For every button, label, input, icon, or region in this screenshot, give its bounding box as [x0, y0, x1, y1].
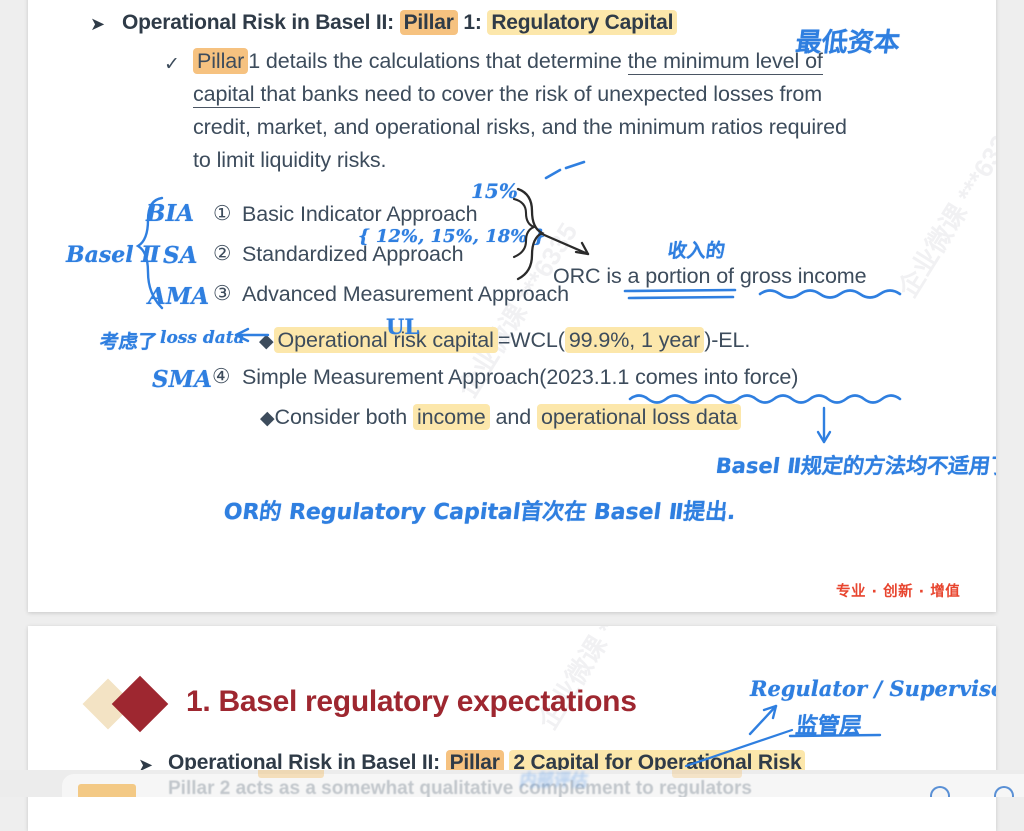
strip-ghost-chip-2	[672, 770, 742, 778]
heading-mid: 1:	[463, 11, 482, 34]
ink-down-arrow	[816, 406, 832, 444]
strip-card-background	[62, 774, 1024, 797]
orc-note: ORC is a portion of gross income	[553, 264, 867, 289]
handwriting-pct-15: 15%	[471, 179, 518, 203]
consider-text-b: and	[489, 405, 537, 429]
watermark-text: 企业微课 ***6335	[668, 0, 805, 4]
slide2-title: 1. Basel regulatory expectations	[186, 685, 637, 718]
consider-bullet: ◆	[260, 408, 275, 429]
handwriting-pct-set: { 12%, 15%, 18% }	[358, 226, 546, 247]
handwriting-basel-two: Basel Ⅱ	[66, 242, 160, 268]
slide-card-two[interactable]: 企业微课 ***6335 1. Basel regulatory expecta…	[28, 626, 996, 831]
strip-faded-handwriting: 内部评估	[518, 771, 589, 791]
heading-highlight-pillar: Pillar	[399, 10, 458, 35]
watermark-text: 企业微课 ***6335	[892, 117, 996, 303]
strip-ghost-chip	[258, 770, 324, 778]
strip-ring-icon-2	[994, 786, 1014, 797]
paragraph-line-4: to limit liquidity risks.	[193, 148, 387, 172]
handwriting-ama: AMA	[148, 283, 210, 310]
orc-portion: portion	[645, 264, 711, 288]
approach-number-2: ②	[213, 242, 232, 265]
paragraph-check-bullet: ✓	[164, 54, 180, 75]
paragraph-text-a: 1 details the calculations that determin…	[248, 49, 628, 73]
title-diamond-dark-icon	[111, 675, 169, 733]
handwriting-min-capital: 最低资本	[793, 28, 902, 58]
handwriting-sma: SMA	[152, 366, 212, 393]
formula-paren-open: (	[557, 328, 565, 352]
sma-label: Simple Measurement Approach(2023.1.1 com…	[242, 365, 799, 389]
handwriting-or-reg-capital: OR的 Regulatory Capital首次在 Basel Ⅱ提出.	[222, 500, 738, 525]
bottom-faded-toolbar: Pillar 2 acts as a somewhat qualitative …	[0, 770, 1024, 797]
handwriting-sa: SA	[163, 242, 198, 269]
ink-double-underline-portion	[623, 288, 737, 300]
paragraph-line-3: credit, market, and operational risks, a…	[193, 115, 847, 139]
handwriting-supervisor-cn: 监管层	[794, 714, 864, 739]
paragraph-underline-1: the minimum level of	[627, 49, 823, 75]
approach-number-1: ①	[213, 202, 232, 225]
slide1-heading-bullet: ➤	[90, 14, 105, 34]
slide-card-one[interactable]: 企业微课 ***6335 企业微课 ***6335 企业微课 ***6335 ➤…	[28, 0, 996, 612]
heading-prefix: Operational Risk in Basel II:	[122, 11, 394, 34]
orc-text-b: of	[710, 264, 740, 288]
ink-dashed-blue-mark	[544, 160, 586, 180]
sma-number: ④	[212, 365, 231, 388]
formula-paren-close: )	[704, 328, 712, 352]
handwriting-ul: UL	[386, 314, 420, 339]
formula-highlight-orc: Operational risk capital	[273, 327, 498, 353]
handwriting-bia: BIA	[146, 200, 195, 227]
paragraph-text-b: that banks need to cover the risk of une…	[260, 82, 823, 106]
ink-arrow-to-orc	[540, 232, 590, 256]
heading-highlight-regcap: Regulatory Capital	[487, 10, 678, 35]
formula-tail: -EL.	[711, 328, 751, 352]
strip-highlight-chip	[78, 784, 136, 797]
watermark-text: 企业微课 ***6335	[532, 626, 664, 735]
approach-label-3: Advanced Measurement Approach	[242, 282, 569, 306]
paragraph-highlight-pillar: Pillar	[193, 48, 249, 74]
paragraph-line-1: Pillar 1 details the calculations that de…	[193, 48, 823, 75]
handwriting-consider-cn: 考虑了	[98, 331, 159, 353]
approach-number-3: ③	[213, 282, 232, 305]
orc-gross-income: gross income	[739, 264, 867, 288]
formula-highlight-conf: 99.9%, 1 year	[564, 327, 705, 353]
orc-text-a: ORC is a	[553, 264, 646, 288]
handwriting-income-cn: 收入的	[666, 240, 727, 262]
paragraph-line-2: capital that banks need to cover the ris…	[193, 82, 823, 108]
consider-text-a: Consider both	[274, 405, 413, 429]
consider-highlight-income: income	[412, 404, 490, 430]
handwriting-regulator: Regulator / Supervisor	[750, 676, 996, 701]
formula-line: ◆ Operational risk capital =WCL(99.9%, 1 y…	[259, 327, 751, 353]
paragraph-underline-2: capital	[193, 82, 261, 108]
handwriting-loss-data-en: loss data	[160, 328, 245, 348]
slide1-brand-footer: 专业 · 创新 · 增值	[836, 584, 961, 600]
approach-label-2: Standardized Approach	[242, 242, 464, 266]
strip-ring-icon-1	[930, 786, 950, 797]
approach-label-1: Basic Indicator Approach	[242, 202, 478, 226]
formula-mid: =WCL	[497, 328, 558, 352]
formula-bullet: ◆	[259, 331, 274, 352]
ink-arrow-up-supervisor	[748, 704, 778, 736]
consider-line: ◆Consider both income and operational lo…	[260, 404, 742, 430]
strip-faded-text: Pillar 2 acts as a somewhat qualitative …	[168, 778, 752, 797]
consider-highlight-loss: operational loss data	[537, 404, 742, 430]
handwriting-basel-not-apply: Basel Ⅱ规定的方法均不适用了.	[714, 454, 996, 478]
slide2-heading-prefix: Operational Risk in Basel II:	[168, 751, 440, 774]
slide1-heading: Operational Risk in Basel II: Pillar 1: …	[122, 10, 678, 35]
